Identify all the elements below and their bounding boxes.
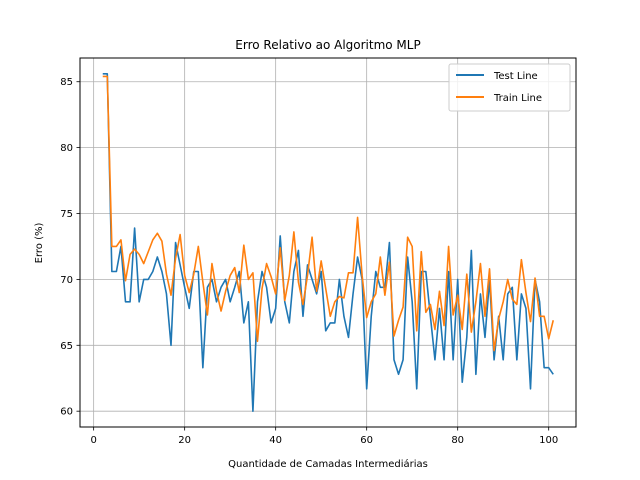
y-tick-label: 85: [60, 77, 73, 88]
legend: Test Line Train Line: [448, 63, 571, 112]
grid: [80, 58, 576, 427]
series-line-train-line: [102, 75, 555, 352]
x-tick-label: 100: [539, 435, 558, 446]
ticks: 0 20 40 60 80 100 60 65 70 75 80 85: [60, 77, 558, 446]
chart-title: Erro Relativo ao Algoritmo MLP: [235, 38, 420, 52]
x-tick-label: 40: [269, 435, 282, 446]
plot-frame: [79, 57, 577, 428]
x-tick-label: 0: [90, 435, 96, 446]
legend-label-train: Train Line: [493, 93, 542, 104]
y-tick-label: 60: [60, 407, 73, 418]
y-tick-label: 70: [60, 275, 73, 286]
x-tick-label: 80: [451, 435, 464, 446]
series-layer: [102, 73, 555, 412]
x-tick-label: 20: [178, 435, 191, 446]
y-tick-label: 75: [60, 209, 73, 220]
y-tick-label: 80: [60, 143, 73, 154]
y-axis-label: Erro (%): [34, 223, 45, 264]
legend-label-test: Test Line: [493, 71, 538, 82]
x-axis-label: Quantidade de Camadas Intermediárias: [228, 458, 428, 470]
y-tick-label: 65: [60, 341, 73, 352]
x-tick-label: 60: [360, 435, 373, 446]
series-line-test-line: [102, 73, 554, 412]
